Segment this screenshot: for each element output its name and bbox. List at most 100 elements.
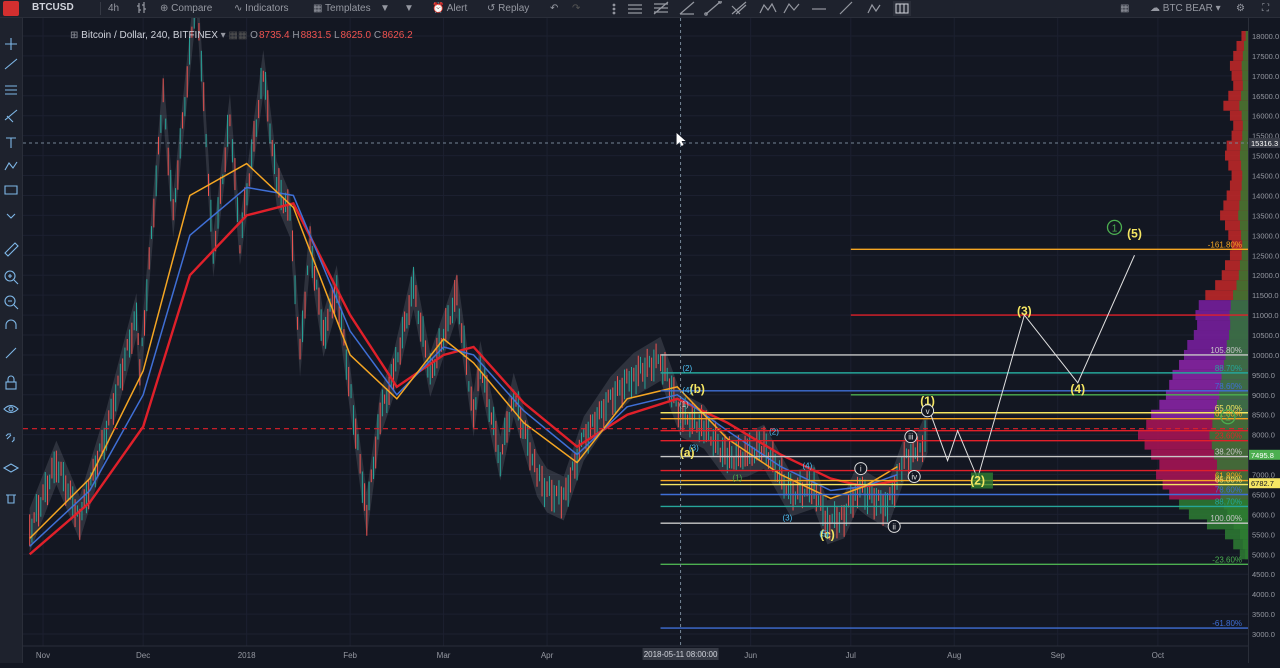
grid-icon <box>895 3 909 14</box>
redo-icon[interactable]: ↷ <box>572 3 581 14</box>
undo-icon[interactable]: ↶ <box>550 3 559 14</box>
price-axis-label: 9000.0 <box>1252 391 1275 400</box>
volume-profile-bar <box>1233 519 1248 530</box>
fib-level-label: 78.60% <box>1215 485 1242 494</box>
indicators-button[interactable]: ∿ Indicators <box>234 3 289 14</box>
brush-lock-icon[interactable] <box>5 347 17 359</box>
link-icon[interactable] <box>5 433 15 443</box>
templates-button[interactable]: ▦ Templates <box>313 3 371 14</box>
legend-collapse-icon[interactable]: ⊞ <box>70 30 79 41</box>
volume-profile-bar <box>1227 509 1248 520</box>
sub-wave-label: (3) <box>782 513 792 522</box>
price-axis-label: 14500.0 <box>1252 172 1279 181</box>
replay-button[interactable]: ↺ Replay <box>487 3 530 14</box>
collapse-arrow-icon[interactable] <box>6 213 16 219</box>
symbol-search[interactable]: BTCUSD <box>32 2 74 13</box>
templates-dropdown-icon[interactable]: ▼ <box>380 3 390 14</box>
pattern-icon <box>867 3 881 14</box>
price-axis-label: 8000.0 <box>1252 431 1275 440</box>
interval-button[interactable]: 4h <box>108 3 120 14</box>
time-axis-label: 2018 <box>238 651 256 660</box>
mouse-cursor-icon <box>676 132 686 146</box>
volume-profile-bar <box>1226 339 1248 350</box>
shapes-tool-icon[interactable] <box>4 185 18 195</box>
time-axis-label: Apr <box>541 651 554 660</box>
lock-icon[interactable] <box>5 375 17 390</box>
volume-profile-bar <box>1238 270 1248 281</box>
volume-profile-bar <box>1146 419 1248 430</box>
pitchfork-tool-icon[interactable] <box>4 109 18 123</box>
legend-settings-icon[interactable]: ▦▦ <box>228 30 248 41</box>
fib-level-label: -23.60% <box>1212 555 1242 564</box>
compare-button[interactable]: ⊕ Compare <box>160 3 213 14</box>
layers-icon[interactable] <box>2 463 20 473</box>
wave-label: (5) <box>1127 226 1142 240</box>
pattern-tool-icon[interactable] <box>4 161 18 171</box>
volume-profile-bar <box>1214 449 1248 460</box>
price-axis-label: 13500.0 <box>1252 211 1279 220</box>
volume-profile-bar <box>1239 200 1248 211</box>
zoom-out-icon[interactable] <box>4 295 19 310</box>
line-tool-icon[interactable] <box>4 58 18 70</box>
layout-grid-icon[interactable]: ▦ <box>1120 3 1130 14</box>
price-axis-label: 16000.0 <box>1252 112 1279 121</box>
alert-button[interactable]: ⏰ Alert <box>432 3 468 14</box>
volume-profile-bar <box>1242 130 1248 141</box>
fib-level-label: 61.80% <box>1215 410 1242 419</box>
cloud-layout-button[interactable]: ☁ BTC BEAR ▾ <box>1150 3 1221 14</box>
price-axis-label: 17500.0 <box>1252 52 1279 61</box>
roman-wave-label: iv <box>911 473 917 482</box>
volume-profile-bar <box>1206 519 1248 530</box>
volume-profile-bar <box>1220 210 1248 221</box>
price-chart-canvas[interactable]: -161.80%105.80%88.70%78.60%65.00%61.80%2… <box>23 0 1248 663</box>
volume-profile-bar <box>1211 439 1248 450</box>
fib-level-label: 38.20% <box>1215 448 1242 457</box>
price-axis-label: 3500.0 <box>1252 610 1275 619</box>
volume-profile-bar <box>1151 409 1248 420</box>
trash-icon[interactable] <box>6 494 16 504</box>
volume-profile-bar <box>1159 399 1248 410</box>
horizontal-lines-tool-icon[interactable] <box>5 85 17 95</box>
roman-wave-label: v <box>926 407 930 416</box>
zoom-in-icon[interactable] <box>4 270 19 285</box>
volume-profile-bar <box>1242 50 1248 61</box>
volume-profile-bar <box>1223 200 1248 211</box>
ruler-icon[interactable] <box>4 242 19 257</box>
volume-profile-bar <box>1205 290 1248 301</box>
volume-profile-bar <box>1215 469 1248 480</box>
fib-level-label: 100.00% <box>1210 514 1242 523</box>
eye-icon[interactable] <box>3 404 19 414</box>
text-tool-icon[interactable] <box>6 137 16 148</box>
price-axis-label: 12000.0 <box>1252 271 1279 280</box>
trend-angle-icon <box>679 1 695 15</box>
wave-projection-path <box>930 255 1135 481</box>
price-axis-label: 10500.0 <box>1252 331 1279 340</box>
price-axis[interactable]: 18000.0 17500.0 17000.0 16500.0 16000.0 15500… <box>1248 18 1280 663</box>
price-axis-label: 5500.0 <box>1252 530 1275 539</box>
legend-title[interactable]: Bitcoin / Dollar, 240, BITFINEX <box>81 30 218 41</box>
volume-profile-bar <box>1241 30 1248 41</box>
magnet-icon[interactable] <box>5 319 17 329</box>
bar-style-icon[interactable] <box>136 1 148 16</box>
roman-wave-label: iii <box>908 433 914 442</box>
horizontal-lines-icon <box>628 4 642 14</box>
chart-pane[interactable]: -161.80% 105.80% 88.70% 78.60% 65.00% 61.80% 2… <box>23 0 1248 663</box>
price-axis-label: 11500.0 <box>1252 291 1279 300</box>
volume-profile-bar <box>1214 409 1248 420</box>
volume-profile-bar <box>1231 70 1248 81</box>
time-axis-background <box>23 646 1248 663</box>
volume-profile-bar <box>1241 110 1248 121</box>
close-value: 8626.2 <box>382 30 413 41</box>
price-axis-label: 12500.0 <box>1252 251 1279 260</box>
fib-level-label: 61.80% <box>1215 472 1242 481</box>
time-axis-label: Jun <box>744 651 757 660</box>
price-axis-label: 10000.0 <box>1252 351 1279 360</box>
gear-icon[interactable]: ⚙ <box>1236 3 1245 14</box>
chevron-down-icon: ▾ <box>1212 3 1221 14</box>
moving-average-line <box>29 162 898 539</box>
fullscreen-icon[interactable]: ⛶ <box>1262 3 1269 14</box>
legend-menu-icon[interactable]: ▾ <box>220 30 226 41</box>
templates-more-icon[interactable]: ▼ <box>404 3 414 14</box>
crosshair-icon[interactable] <box>5 38 17 50</box>
wave-label: (b) <box>690 382 705 396</box>
